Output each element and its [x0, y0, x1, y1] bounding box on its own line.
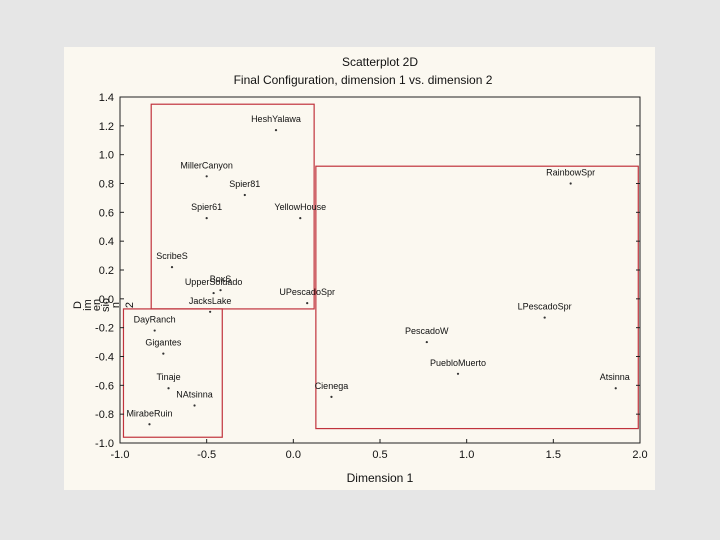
y-tick-label: 0.2: [99, 265, 114, 277]
y-axis-label-fragment: n: [110, 302, 122, 308]
point-label: ScribeS: [156, 251, 188, 261]
cluster-box-2: [122, 308, 223, 438]
data-point: [170, 266, 174, 269]
x-tick-label: 1.0: [459, 449, 474, 461]
y-axis-label-fragment: D: [72, 301, 84, 309]
y-tick-label: -0.4: [95, 352, 114, 364]
point-label: YellowHouse: [274, 202, 326, 212]
y-tick-label: -0.2: [95, 323, 114, 335]
x-tick-label: 0.0: [286, 449, 301, 461]
point-label: Tinaje: [156, 372, 180, 382]
point-label: Spier81: [229, 179, 260, 189]
point-label: HeshYalawa: [251, 114, 301, 124]
data-point: [456, 372, 460, 375]
point-label: RainbowSpr: [546, 168, 595, 178]
chart-card: Scatterplot 2D Final Configuration, dime…: [64, 47, 655, 490]
y-axis-label-fragment: sio: [100, 298, 112, 312]
data-point: [212, 291, 215, 295]
data-point: [205, 175, 208, 178]
point-label: Spier61: [191, 202, 222, 212]
cluster-box-1: [150, 103, 315, 310]
data-point: [569, 182, 572, 185]
point-label: PescadoW: [405, 326, 449, 336]
data-point: [330, 395, 333, 398]
y-tick-label: -0.8: [95, 409, 114, 421]
y-tick-label: -1.0: [95, 438, 114, 450]
point-label: Atsinna: [600, 372, 630, 382]
data-point: [306, 302, 309, 305]
point-label: Cienega: [315, 381, 349, 391]
point-label: UPescadoSpr: [279, 287, 335, 297]
y-tick-label: 0.8: [99, 179, 114, 191]
point-label: UpperSoldado: [185, 277, 243, 287]
x-tick-label: 0.5: [372, 449, 387, 461]
cluster-box-3: [315, 165, 639, 430]
point-label: PuebloMuerto: [430, 358, 486, 368]
y-tick-label: 1.4: [99, 92, 114, 104]
data-point: [543, 316, 546, 319]
cluster-boxes: [122, 103, 639, 438]
data-point: [243, 193, 246, 197]
data-point: [205, 217, 208, 220]
y-axis-label: Dimension 2: [72, 298, 136, 312]
data-points: HeshYalawa MillerCanyon Spier81 Spier61 Yell…: [126, 114, 630, 426]
chart-title: Scatterplot 2D: [342, 55, 418, 69]
data-point: [614, 387, 617, 390]
y-tick-label: 1.0: [99, 150, 114, 162]
point-label: Gigantes: [145, 338, 182, 348]
point-label: JacksLake: [189, 296, 232, 306]
x-tick-label: -0.5: [197, 449, 216, 461]
y-tick-label: 0.6: [99, 207, 114, 219]
data-point: [153, 329, 156, 332]
data-point: [193, 404, 196, 407]
x-tick-label: -1.0: [111, 449, 130, 461]
point-label: LPescadoSpr: [518, 302, 572, 312]
x-tick-label: 1.5: [546, 449, 561, 461]
data-point: [299, 217, 302, 220]
data-point: [162, 352, 165, 355]
data-point: [148, 423, 151, 426]
x-tick-label: 2.0: [632, 449, 647, 461]
point-label: BoxS: [210, 274, 232, 284]
x-axis-ticks: -1.0 -0.5 0.0 0.5 1.0 1.5 2.0: [111, 439, 648, 461]
point-label: DayRanch: [134, 315, 176, 325]
point-label: NAtsinna: [176, 390, 213, 400]
data-point: [209, 310, 212, 313]
x-axis-label: Dimension 1: [347, 471, 414, 485]
y-axis-label-fragment: 2: [124, 302, 136, 308]
data-point: [167, 387, 170, 390]
scatterplot-chart: Scatterplot 2D Final Configuration, dime…: [72, 55, 648, 485]
y-axis-label-fragment: im: [82, 299, 94, 311]
y-axis-ticks: 1.4 1.2 1.0 0.8 0.6 0.4 0.2 0.0 -0.2 -0.4 -0.6 -0.8…: [95, 92, 640, 450]
point-label: MirabeRuin: [126, 408, 172, 418]
y-tick-label: -0.6: [95, 380, 114, 392]
data-point: [274, 129, 278, 132]
y-tick-label: 0.0: [99, 294, 114, 306]
y-tick-label: 1.2: [99, 121, 114, 133]
data-point: [219, 289, 222, 292]
y-tick-label: 0.4: [99, 236, 114, 248]
chart-subtitle: Final Configuration, dimension 1 vs. dim…: [234, 73, 493, 87]
y-axis-label-fragment: en: [91, 299, 103, 311]
point-label: MillerCanyon: [180, 160, 233, 170]
data-point: [425, 340, 428, 344]
